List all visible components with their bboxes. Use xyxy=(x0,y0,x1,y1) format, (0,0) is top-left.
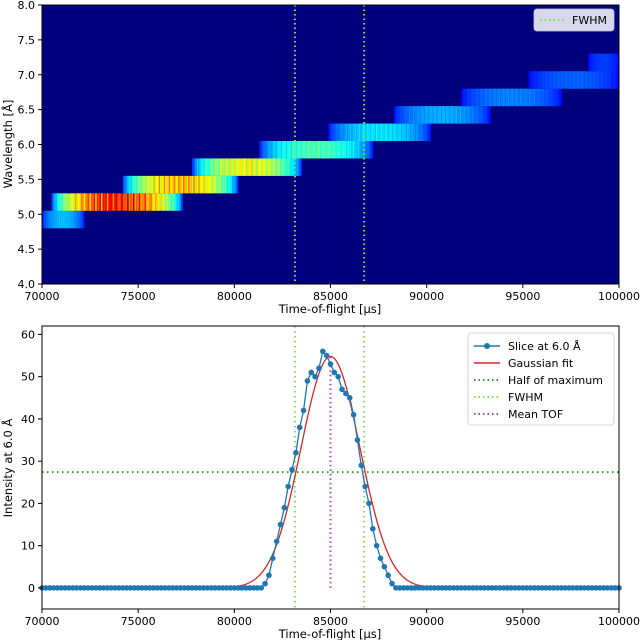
legend-slice-label: Slice at 6.0 Å xyxy=(508,340,581,353)
heatmap-x-axis-label: Time-of-flight [μs] xyxy=(278,302,382,316)
line-plot-y-tick-label: 40 xyxy=(21,413,35,426)
line-plot-x-tick-label: 95000 xyxy=(505,615,540,628)
slice-point xyxy=(258,585,264,591)
line-plot-x-tick-label: 75000 xyxy=(121,615,156,628)
legend-gaussian-label: Gaussian fit xyxy=(508,357,574,370)
legend-half-max-label: Half of maximum xyxy=(508,374,603,387)
heatmap-y-tick-label: 5.5 xyxy=(18,173,36,186)
heatmap-x-tick-label: 95000 xyxy=(505,290,540,303)
heatmap-y-axis-label: Wavelength [Å] xyxy=(0,100,15,189)
heatmap-legend: FWHM xyxy=(534,9,614,31)
slice-point xyxy=(278,522,284,528)
heatmap-x-tick-label: 70000 xyxy=(25,290,60,303)
heatmap-cell xyxy=(489,106,490,123)
slice-point xyxy=(374,543,380,549)
slice-point xyxy=(289,467,295,473)
heatmap-y-tick-label: 8.0 xyxy=(18,0,36,12)
heatmap-y-ticks: 4.0 4.5 5.0 5.5 6.0 6.5 7.0 7.5 8.0 xyxy=(18,0,43,291)
heatmap-y-tick-label: 6.0 xyxy=(18,139,36,152)
line-plot-y-tick-label: 30 xyxy=(21,455,35,468)
slice-point xyxy=(339,387,345,393)
slice-point xyxy=(358,463,364,469)
line-plot-y-tick-label: 0 xyxy=(28,582,35,595)
heatmap-y-tick-label: 7.0 xyxy=(18,69,36,82)
line-plot-y-tick-label: 10 xyxy=(21,540,35,553)
heatmap-cell xyxy=(372,141,374,158)
slice-point xyxy=(351,412,357,418)
heatmap-y-tick-label: 6.5 xyxy=(18,104,36,117)
line-plot-x-tick-label: 100000 xyxy=(598,615,640,628)
heatmap-y-tick-label: 5.0 xyxy=(18,208,36,221)
heatmap-x-tick-label: 100000 xyxy=(598,290,640,303)
heatmap-legend-fwhm-label: FWHM xyxy=(572,14,607,27)
heatmap-x-tick-label: 90000 xyxy=(409,290,444,303)
slice-point xyxy=(385,572,391,578)
slice-point xyxy=(274,539,280,545)
slice-point xyxy=(370,526,376,532)
slice-point xyxy=(262,581,268,587)
heatmap-cell xyxy=(560,89,562,106)
slice-point xyxy=(382,564,388,570)
slice-point xyxy=(312,374,318,380)
line-plot-y-axis-label: Intensity at 6.0 Å xyxy=(0,419,15,518)
legend-mean-tof-label: Mean TOF xyxy=(508,408,563,421)
heatmap-y-tick-label: 4.5 xyxy=(18,243,36,256)
slice-point xyxy=(308,370,314,376)
slice-point xyxy=(301,408,307,414)
slice-point xyxy=(293,450,299,456)
slice-point xyxy=(355,437,361,443)
line-plot-y-tick-label: 60 xyxy=(21,328,35,341)
slice-point xyxy=(270,556,276,562)
slice-point xyxy=(332,370,338,376)
line-plot-legend: Slice at 6.0 Å Gaussian fit Half of maxi… xyxy=(468,333,614,425)
legend-slice-swatch-marker xyxy=(484,343,490,349)
slice-point xyxy=(324,353,330,359)
heatmap-cell xyxy=(84,211,85,228)
slice-point xyxy=(343,391,349,397)
heatmap-cell xyxy=(237,176,239,193)
line-plot-x-tick-label: 90000 xyxy=(409,615,444,628)
slice-point xyxy=(335,374,341,380)
heatmap-cell xyxy=(181,193,183,210)
slice-point xyxy=(316,365,322,371)
slice-point xyxy=(320,349,326,355)
line-plot-x-axis-label: Time-of-flight [μs] xyxy=(278,627,382,640)
slice-point xyxy=(362,484,368,490)
slice-point xyxy=(282,505,288,511)
slice-point xyxy=(378,556,384,562)
line-plot-y-ticks: 0 10 20 30 40 50 60 xyxy=(21,328,42,594)
heatmap-x-tick-label: 80000 xyxy=(217,290,252,303)
line-plot-y-tick-label: 20 xyxy=(21,497,35,510)
slice-point xyxy=(266,572,272,578)
slice-point xyxy=(366,501,372,507)
heatmap-cell xyxy=(300,158,302,175)
slice-point xyxy=(297,425,303,431)
heatmap-x-tick-label: 75000 xyxy=(121,290,156,303)
heatmap-cell xyxy=(429,124,431,141)
line-plot-x-tick-label: 80000 xyxy=(217,615,252,628)
heatmap-y-tick-label: 7.5 xyxy=(18,34,36,47)
line-plot-y-tick-label: 50 xyxy=(21,371,35,384)
slice-point xyxy=(285,484,291,490)
legend-fwhm-label: FWHM xyxy=(508,391,543,404)
heatmap-y-tick-label: 4.0 xyxy=(18,278,36,291)
slice-point xyxy=(305,378,311,384)
slice-point xyxy=(347,395,353,401)
slice-point xyxy=(389,581,395,587)
line-plot-x-tick-label: 70000 xyxy=(25,615,60,628)
slice-point xyxy=(328,361,334,367)
